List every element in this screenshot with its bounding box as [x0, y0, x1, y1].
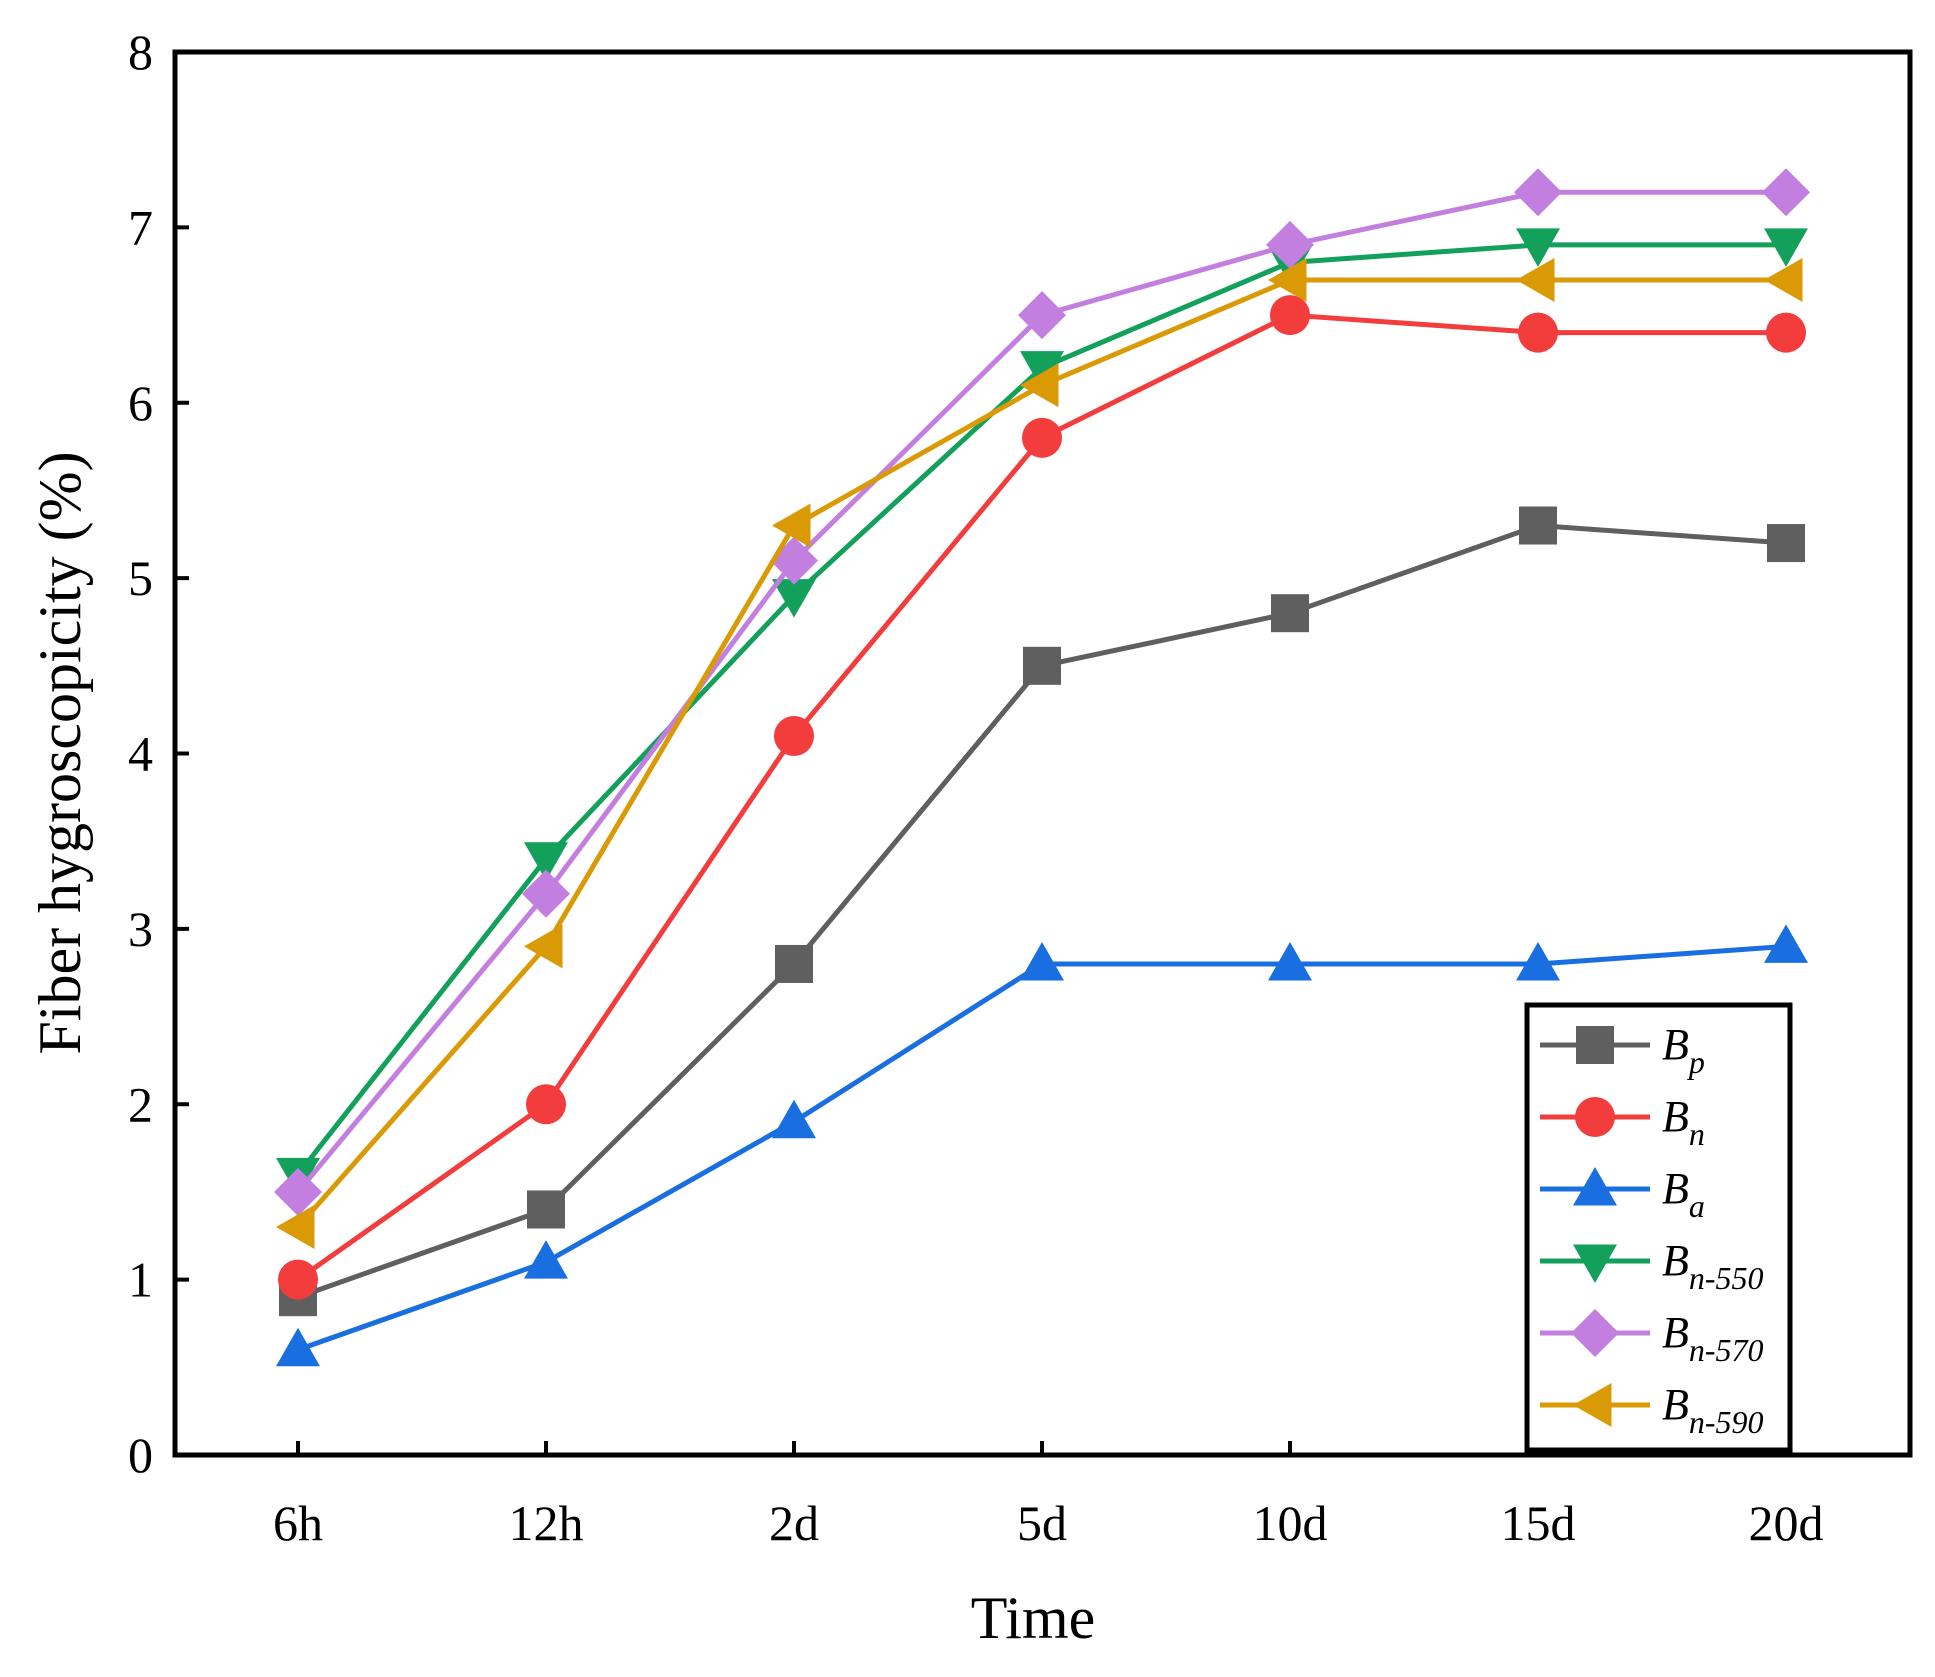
y-axis: 0 1 2 3 4 5 6 7 8	[128, 24, 189, 1483]
series-Bn-550	[276, 228, 1808, 1197]
data-point	[1023, 646, 1061, 685]
data-point	[1516, 228, 1560, 267]
series-layer	[274, 168, 1810, 1367]
data-point	[772, 579, 816, 618]
series-Bn	[278, 295, 1806, 1300]
y-tick-label: 6	[128, 375, 153, 431]
x-tick-label: 2d	[769, 1495, 819, 1551]
data-point	[1268, 941, 1312, 981]
data-point	[1764, 924, 1808, 963]
data-point	[1767, 524, 1805, 563]
data-point	[1516, 257, 1555, 302]
data-point	[1514, 168, 1562, 217]
y-tick-label: 0	[128, 1427, 153, 1483]
data-point	[774, 715, 814, 756]
y-tick-label: 3	[128, 901, 153, 957]
y-tick-label: 8	[128, 24, 153, 80]
legend-label: Bn-590	[1662, 1380, 1764, 1440]
legend: Bp Bn Ba Bn-550 Bn-570 Bn-590	[1524, 1002, 1793, 1453]
data-point	[1764, 257, 1803, 302]
legend-marker	[1573, 1244, 1617, 1283]
data-point	[1766, 312, 1806, 353]
data-point	[1020, 363, 1059, 408]
legend-item: Bn-570	[1540, 1308, 1764, 1368]
x-tick-label: 12h	[509, 1495, 584, 1551]
data-point	[524, 842, 568, 881]
data-point	[527, 1190, 565, 1229]
legend-item: Bn-590	[1540, 1380, 1764, 1440]
y-tick-label: 1	[128, 1252, 153, 1308]
data-point	[274, 1167, 322, 1216]
x-tick-label: 6h	[273, 1495, 323, 1551]
legend-item: Ba	[1540, 1164, 1705, 1224]
legend-label: Bn-550	[1662, 1236, 1764, 1296]
data-point	[524, 924, 563, 969]
data-point	[278, 1259, 318, 1300]
y-axis-title: Fiber hygroscopicity (%)	[27, 451, 93, 1054]
legend-label: Ba	[1662, 1164, 1705, 1224]
legend-marker	[1576, 1026, 1614, 1064]
data-point	[1270, 295, 1310, 336]
data-point	[526, 1084, 566, 1125]
y-tick-label: 4	[128, 726, 153, 782]
data-point	[1020, 351, 1064, 390]
y-tick-label: 2	[128, 1076, 153, 1132]
legend-label: Bn-570	[1662, 1308, 1764, 1368]
y-tick-label: 7	[128, 199, 153, 255]
legend-item: Bn-550	[1540, 1236, 1764, 1296]
series-Ba	[276, 924, 1808, 1367]
data-point	[1764, 228, 1808, 267]
legend-marker	[1573, 1167, 1617, 1206]
series-Bn-570	[274, 168, 1810, 1216]
data-point	[276, 1205, 315, 1250]
legend-label: Bp	[1662, 1020, 1705, 1080]
data-point	[1018, 291, 1066, 340]
x-tick-label: 10d	[1253, 1495, 1328, 1551]
data-point	[1519, 506, 1557, 545]
series-Bn-590	[276, 257, 1803, 1250]
data-point	[772, 1099, 816, 1139]
plot-area: 0 1 2 3 4 5 6 7 8 6h 12h 2d 5d 10d 15d 20d	[128, 24, 1913, 1551]
legend-item: Bp	[1540, 1020, 1705, 1080]
x-axis: 6h 12h 2d 5d 10d 15d 20d	[273, 1441, 1824, 1551]
x-tick-label: 15d	[1501, 1495, 1576, 1551]
data-point	[1022, 417, 1062, 458]
x-tick-label: 5d	[1017, 1495, 1067, 1551]
data-point	[772, 503, 811, 548]
data-point	[1516, 941, 1560, 981]
data-point	[276, 1327, 320, 1367]
data-point	[1266, 220, 1314, 269]
data-point	[1518, 312, 1558, 353]
data-point	[1762, 168, 1810, 217]
legend-frame	[1524, 1002, 1793, 1453]
data-point	[524, 1240, 568, 1279]
x-tick-label: 20d	[1749, 1495, 1824, 1551]
legend-marker	[1571, 1309, 1619, 1357]
legend-item: Bn	[1540, 1092, 1705, 1152]
data-point	[522, 869, 570, 918]
x-axis-title: Time	[971, 1585, 1096, 1651]
data-point	[775, 944, 813, 983]
legend-marker	[1573, 1383, 1612, 1427]
data-point	[1271, 594, 1309, 633]
y-tick-label: 5	[128, 550, 153, 606]
data-point	[1020, 941, 1064, 981]
series-Bp	[279, 506, 1805, 1317]
legend-label: Bn	[1662, 1092, 1705, 1152]
data-point	[1268, 257, 1307, 302]
legend-marker	[1575, 1097, 1615, 1137]
